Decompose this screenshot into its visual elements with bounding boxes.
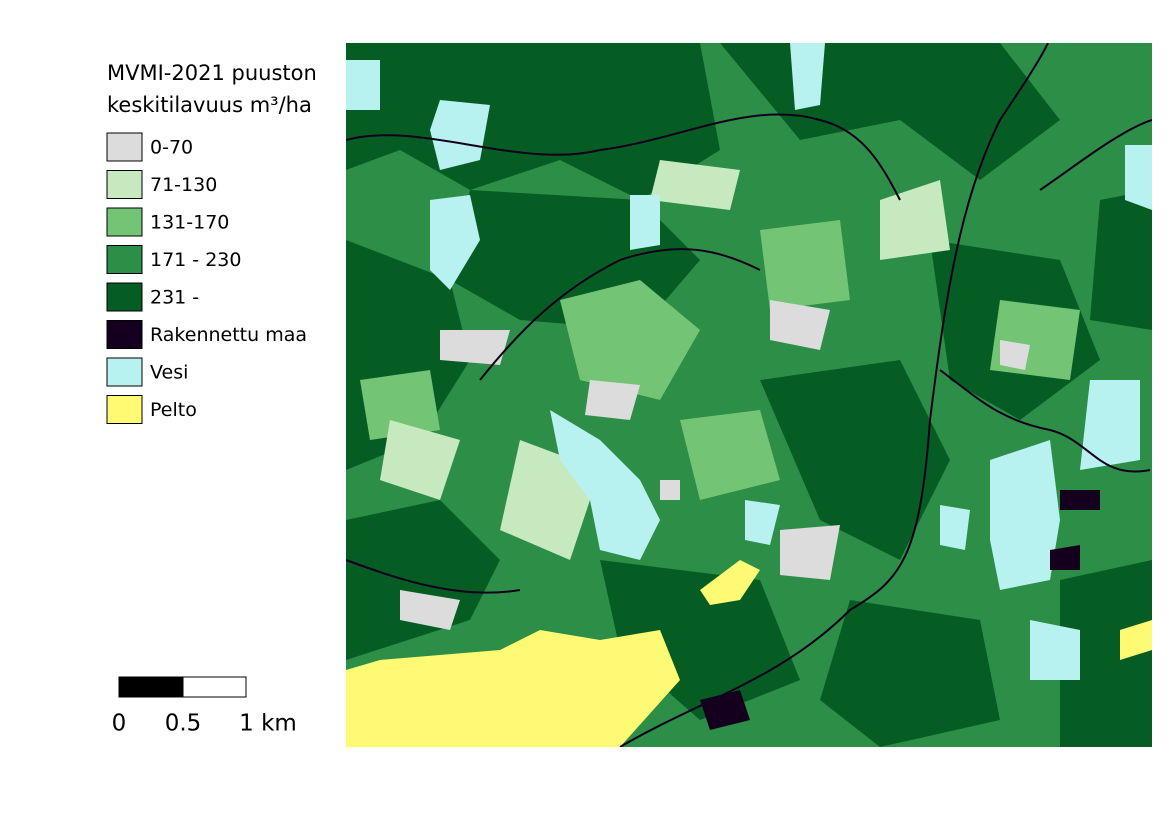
legend-label: 71-130 — [150, 174, 217, 196]
land-patch — [550, 410, 660, 560]
legend-label: Pelto — [150, 399, 197, 421]
land-patch — [790, 43, 825, 110]
land-patch — [1060, 560, 1152, 747]
land-patch — [630, 195, 660, 250]
land-patch — [680, 410, 780, 500]
land-patch — [1120, 620, 1152, 660]
legend-swatch — [106, 207, 143, 237]
land-patch — [380, 420, 460, 500]
legend-swatch — [106, 357, 143, 387]
scale-bar-segment — [118, 676, 184, 698]
land-patch — [600, 560, 800, 720]
legend-title: MVMI-2021 puuston — [107, 61, 317, 85]
legend-swatch — [106, 245, 143, 274]
land-patch — [760, 360, 950, 560]
legend-label: 171 - 230 — [150, 249, 241, 271]
land-patch — [1000, 340, 1030, 370]
legend-swatch — [106, 320, 143, 349]
land-patch — [346, 60, 380, 110]
legend-label: 0-70 — [150, 137, 193, 159]
legend-label: Rakennettu maa — [150, 324, 307, 346]
legend-label: Vesi — [150, 362, 188, 384]
land-patch — [760, 220, 850, 310]
land-patch — [770, 300, 830, 350]
land-patch — [346, 500, 500, 660]
land-patch — [1050, 545, 1080, 570]
land-patch — [1080, 380, 1140, 470]
land-patch — [360, 370, 440, 440]
map — [346, 43, 1152, 747]
land-patch — [430, 100, 490, 170]
land-patch — [745, 500, 780, 545]
scale-label: 1 km — [239, 711, 297, 737]
land-patch — [880, 180, 950, 260]
scale-bar-segment — [182, 676, 247, 698]
road — [479, 248, 761, 381]
land-patch — [990, 440, 1060, 590]
legend-swatch — [106, 132, 143, 162]
land-patch — [400, 590, 460, 630]
land-patch — [440, 330, 510, 365]
land-patch — [940, 505, 970, 550]
land-patch — [1090, 190, 1152, 330]
scale-label: 0 — [112, 711, 127, 737]
legend-swatch — [106, 170, 143, 199]
legend-swatch — [106, 282, 143, 312]
land-patch — [1030, 620, 1080, 680]
road — [619, 43, 1049, 747]
road — [346, 559, 521, 594]
scale-label: 0.5 — [165, 711, 202, 737]
land-patch — [660, 480, 680, 500]
legend-title: keskitilavuus m³/ha — [107, 93, 312, 117]
land-patch — [650, 160, 740, 210]
legend-swatch — [106, 395, 143, 424]
land-patch — [346, 630, 680, 747]
legend-label: 231 - — [150, 287, 199, 309]
legend-label: 131-170 — [150, 212, 229, 234]
land-patch — [990, 300, 1080, 380]
road — [939, 369, 1151, 473]
road — [1039, 119, 1152, 191]
legend: 0-70 71-130 131-170 171 - 230 231 - Rakennett… — [106, 132, 307, 424]
road — [346, 113, 901, 201]
land-patch — [820, 600, 1000, 747]
land-patch — [780, 525, 840, 580]
land-patch — [1060, 490, 1100, 510]
land-patch — [430, 195, 480, 290]
land-patch — [560, 280, 700, 400]
land-patch — [700, 560, 760, 605]
land-patch — [1125, 145, 1152, 210]
land-patch — [585, 380, 640, 420]
